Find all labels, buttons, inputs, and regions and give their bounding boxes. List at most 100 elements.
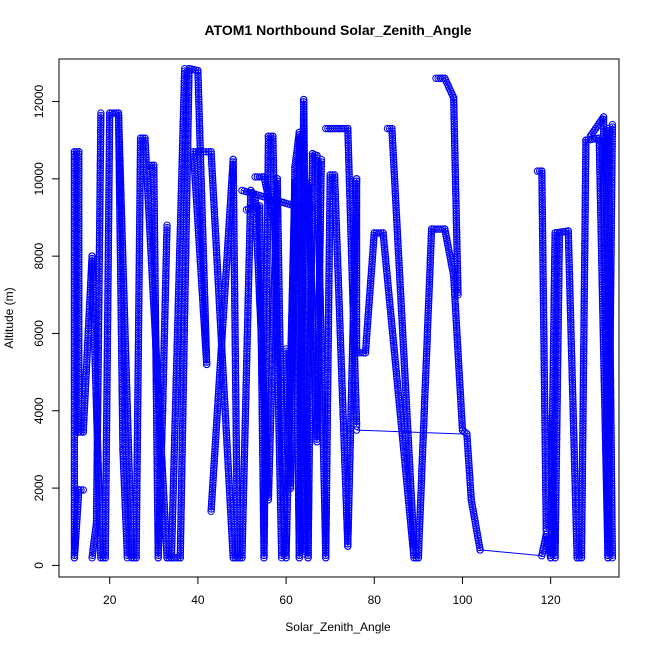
data-point [134, 410, 142, 418]
data-point [75, 375, 83, 383]
data-point [75, 373, 83, 381]
data-point [75, 155, 83, 163]
data-point [102, 465, 110, 473]
data-point [70, 484, 79, 492]
data-point [128, 551, 136, 559]
data-point [103, 388, 111, 396]
data-point [75, 196, 83, 204]
data-point [177, 491, 186, 499]
data-point [198, 194, 206, 202]
data-point [83, 356, 91, 364]
data-point [145, 211, 153, 219]
data-point [141, 141, 150, 150]
data-point [133, 484, 141, 492]
data-point [75, 428, 83, 436]
data-point [102, 429, 111, 437]
data-point [194, 81, 203, 89]
data-point [185, 74, 193, 83]
data-point [179, 374, 188, 382]
data-point [103, 390, 111, 398]
data-point [178, 467, 186, 476]
data-point [196, 139, 204, 147]
data-point [70, 443, 79, 451]
data-point [135, 254, 144, 262]
data-point [104, 287, 112, 295]
data-point [179, 369, 188, 377]
data-point [133, 415, 142, 423]
data-point [88, 259, 97, 267]
data-point [177, 482, 186, 490]
data-point [121, 342, 130, 350]
data-point [146, 225, 154, 234]
data-point [141, 144, 150, 152]
data-point [75, 318, 83, 326]
data-point [75, 272, 83, 280]
data-point [104, 265, 112, 273]
data-point [102, 460, 110, 468]
data-point [134, 345, 143, 353]
data-point [136, 180, 144, 188]
data-point [104, 306, 112, 314]
data-point [177, 489, 186, 497]
data-point [177, 503, 185, 511]
data-point [135, 271, 143, 279]
data-point [70, 474, 79, 483]
data-point [176, 542, 185, 550]
data-point [136, 177, 144, 186]
data-point [103, 340, 112, 348]
data-point [133, 419, 142, 428]
data-point [80, 416, 88, 424]
data-point [75, 231, 83, 240]
data-point [75, 270, 83, 278]
data-point [75, 243, 83, 252]
data-point [75, 222, 83, 230]
data-point [185, 84, 193, 92]
data-point [75, 301, 83, 309]
data-point [105, 188, 113, 197]
data-point [102, 513, 110, 521]
data-point [75, 215, 83, 223]
data-point [104, 304, 112, 312]
data-point [75, 191, 83, 199]
data-point [75, 337, 83, 345]
data-point [134, 357, 142, 365]
data-point [105, 174, 113, 182]
data-point [101, 522, 110, 531]
data-point [178, 422, 187, 430]
data-point [141, 134, 149, 142]
data-point [142, 151, 150, 159]
data-point [70, 212, 79, 221]
data-point [136, 211, 144, 219]
data-point [75, 294, 83, 302]
data-point [179, 410, 187, 418]
data-point [178, 431, 187, 440]
data-point [103, 320, 112, 329]
data-point [135, 268, 143, 277]
data-point [101, 537, 110, 545]
data-point [105, 167, 113, 175]
data-point [70, 469, 79, 478]
data-point [105, 152, 114, 161]
data-point [105, 171, 113, 180]
data-point [145, 213, 153, 222]
data-point [103, 385, 111, 394]
data-point [103, 359, 111, 367]
data-point [75, 188, 83, 197]
data-point [70, 198, 79, 206]
data-point [97, 551, 105, 559]
data-point [122, 373, 131, 382]
data-point [105, 164, 113, 173]
data-point [105, 157, 113, 165]
data-point [105, 195, 113, 204]
data-point [195, 122, 204, 130]
data-point [75, 311, 83, 319]
data-point [103, 325, 112, 334]
data-point [135, 287, 143, 296]
data-point [198, 209, 206, 217]
data-point [180, 364, 188, 372]
data-point [70, 186, 79, 194]
data-point [134, 386, 142, 394]
data-point [75, 200, 83, 209]
data-point [101, 529, 110, 538]
data-point [70, 210, 79, 218]
